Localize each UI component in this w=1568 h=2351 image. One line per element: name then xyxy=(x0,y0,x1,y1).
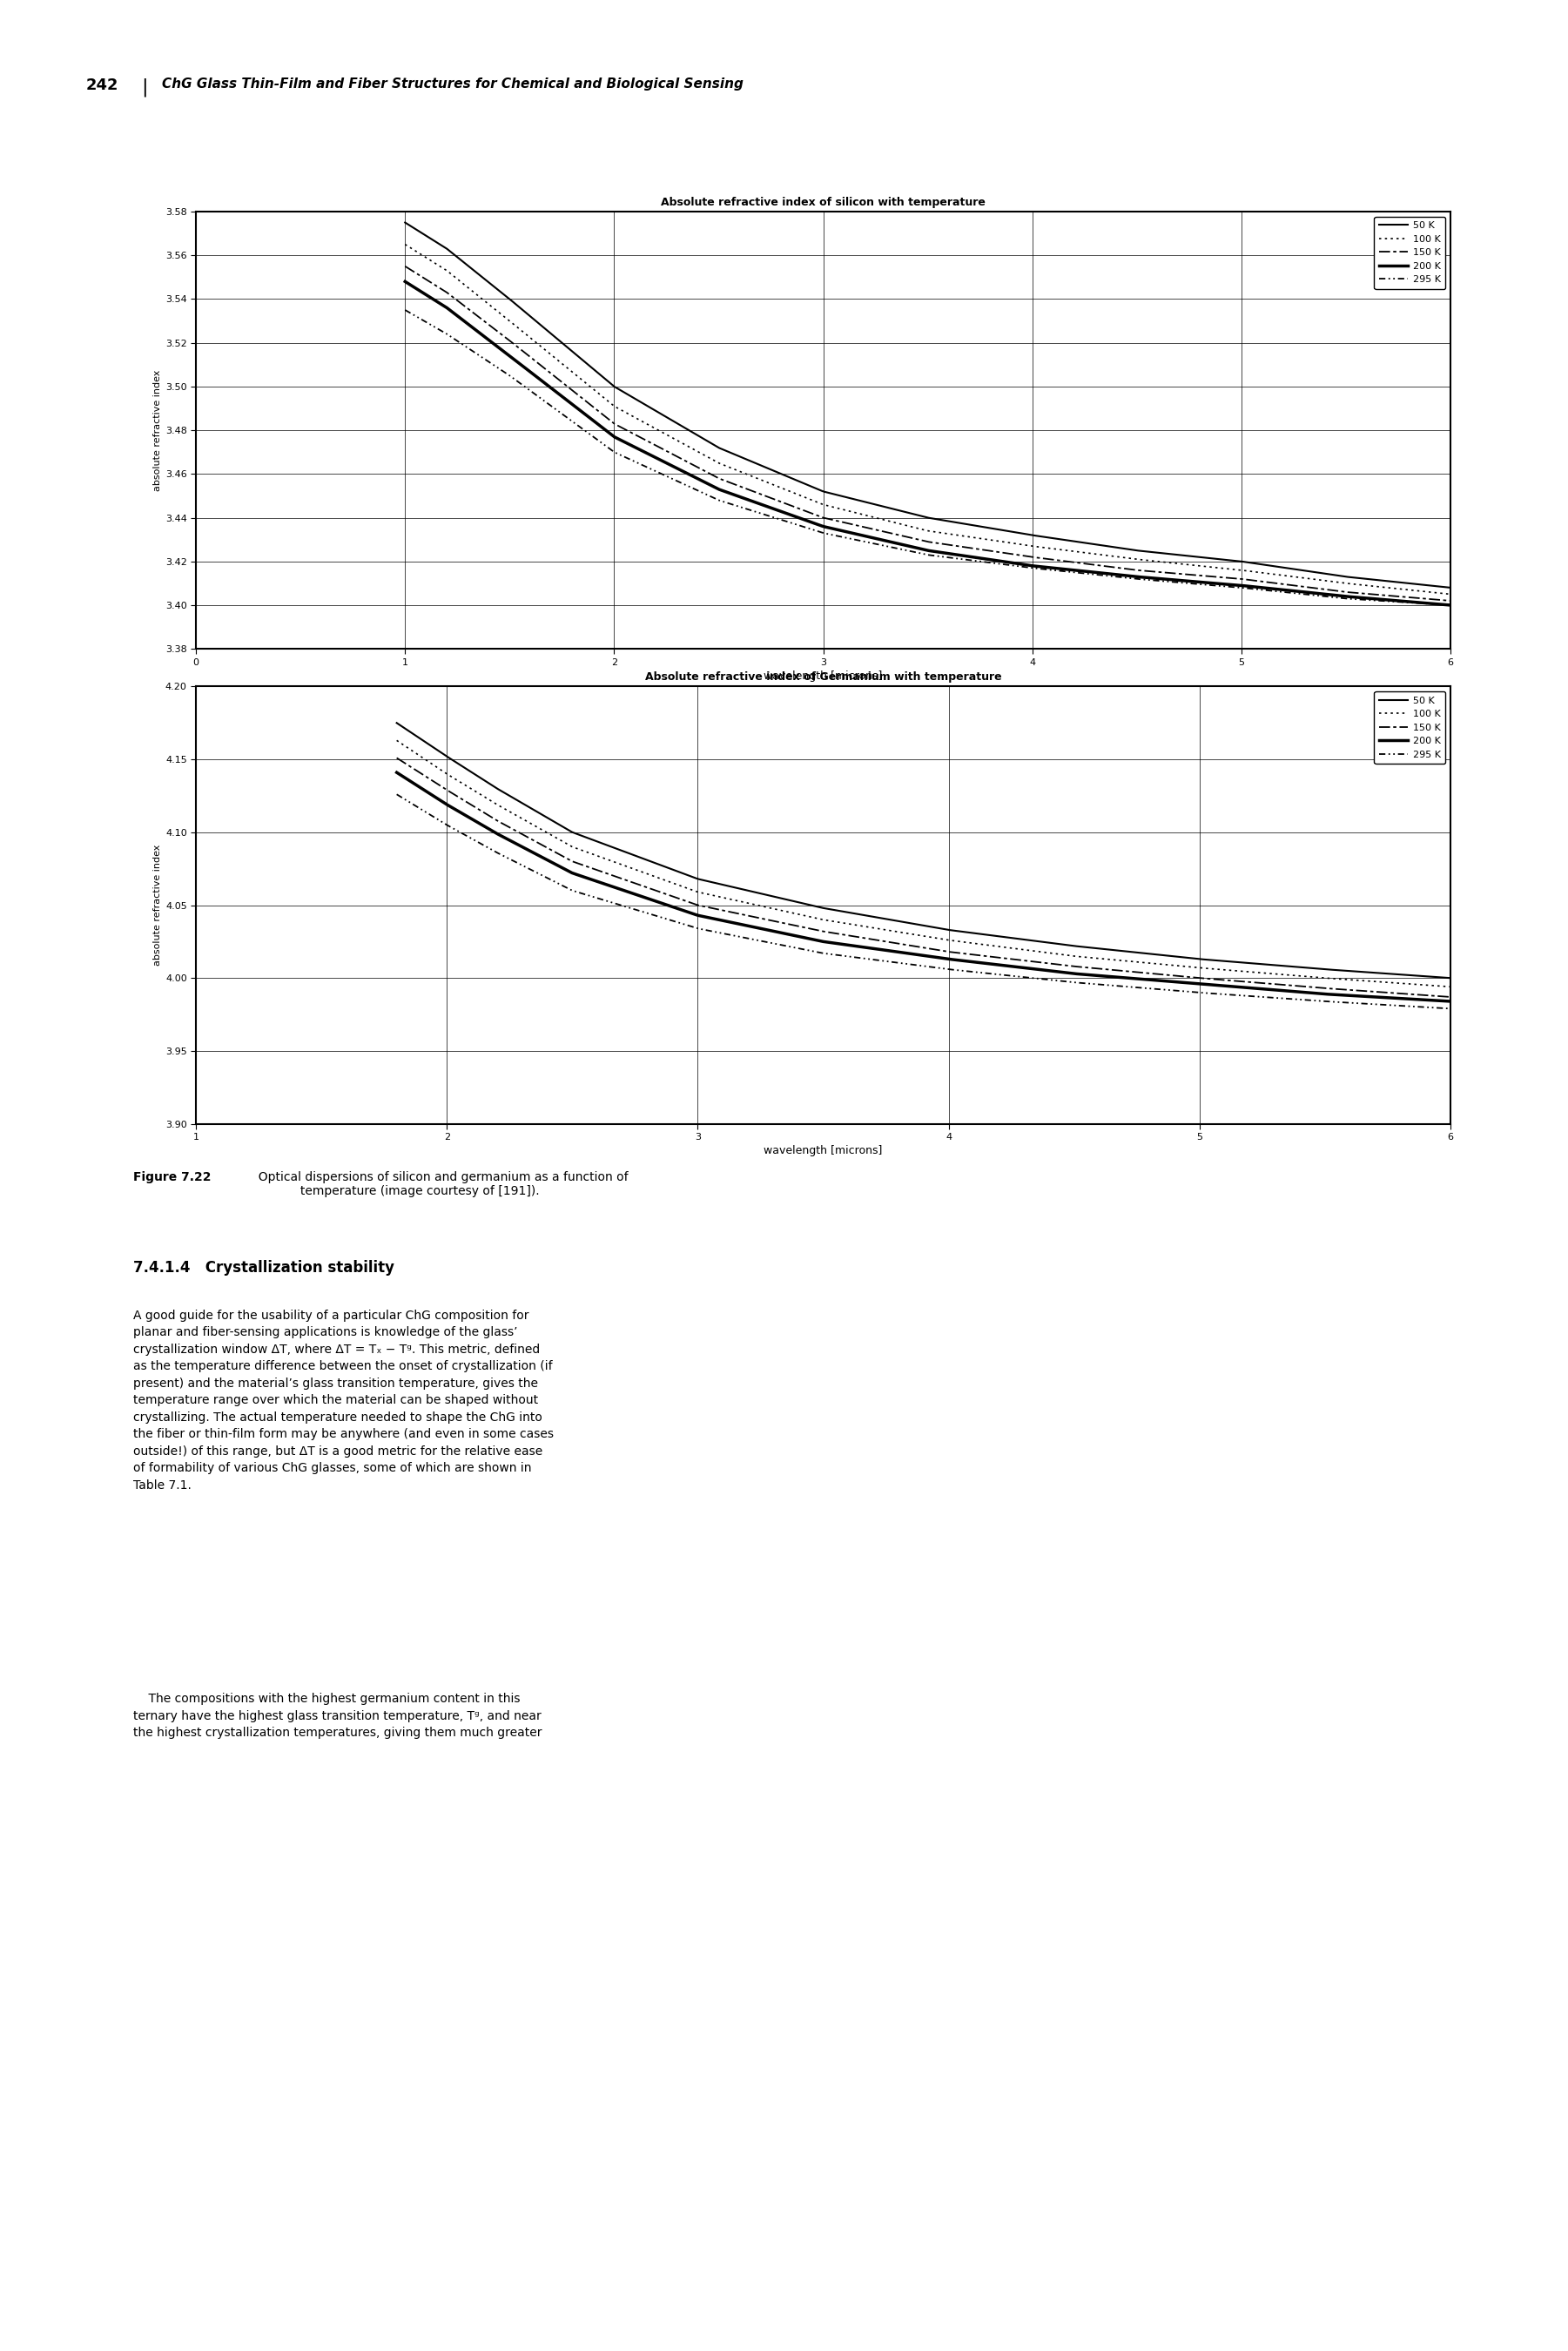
Text: 7.4.1.4   Crystallization stability: 7.4.1.4 Crystallization stability xyxy=(133,1260,395,1277)
Legend: 50 K, 100 K, 150 K, 200 K, 295 K: 50 K, 100 K, 150 K, 200 K, 295 K xyxy=(1374,216,1446,289)
Text: The compositions with the highest germanium content in this
ternary have the hig: The compositions with the highest german… xyxy=(133,1693,543,1740)
Text: Optical dispersions of silicon and germanium as a function of
             tempe: Optical dispersions of silicon and germa… xyxy=(251,1171,629,1197)
Text: ChG Glass Thin-Film and Fiber Structures for Chemical and Biological Sensing: ChG Glass Thin-Film and Fiber Structures… xyxy=(162,78,743,92)
Legend: 50 K, 100 K, 150 K, 200 K, 295 K: 50 K, 100 K, 150 K, 200 K, 295 K xyxy=(1374,691,1446,764)
Y-axis label: absolute refractive index: absolute refractive index xyxy=(154,369,162,491)
Title: Absolute refractive index of Germanium with temperature: Absolute refractive index of Germanium w… xyxy=(644,672,1002,684)
Text: 242: 242 xyxy=(86,78,119,94)
X-axis label: wavelength [microns]: wavelength [microns] xyxy=(764,670,883,682)
Y-axis label: absolute refractive index: absolute refractive index xyxy=(154,844,162,966)
Text: A good guide for the usability of a particular ChG composition for
planar and fi: A good guide for the usability of a part… xyxy=(133,1310,554,1491)
Title: Absolute refractive index of silicon with temperature: Absolute refractive index of silicon wit… xyxy=(660,197,986,209)
Text: |: | xyxy=(141,78,147,96)
Text: Figure 7.22: Figure 7.22 xyxy=(133,1171,212,1183)
X-axis label: wavelength [microns]: wavelength [microns] xyxy=(764,1145,883,1157)
